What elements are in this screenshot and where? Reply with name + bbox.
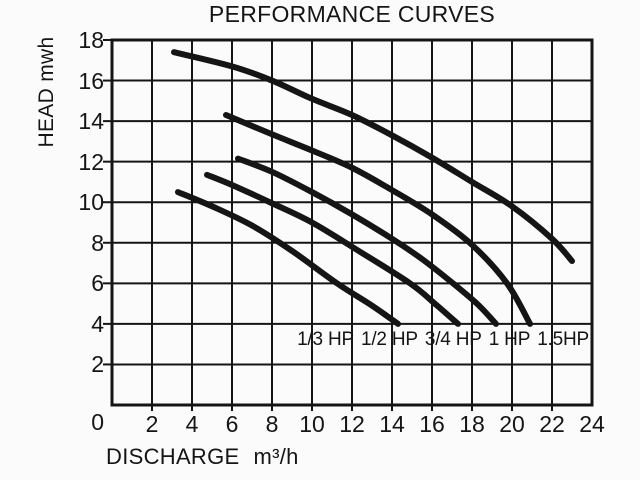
curve-label-3-4-hp: 3/4 HP [424, 329, 482, 350]
chart-title: PERFORMANCE CURVES [208, 1, 496, 27]
y-tick-label-16: 16 [78, 67, 104, 94]
curve-1-5hp [171, 49, 575, 265]
x-tick-label-10: 10 [299, 411, 325, 437]
x-axis-title: DISCHARGE m³/h [106, 444, 299, 470]
curve-3-4-hp [235, 155, 499, 327]
x-tick-label-24: 24 [579, 411, 605, 437]
curves-canvas [103, 38, 594, 411]
x-tick-label-12: 12 [339, 411, 365, 437]
y-tick-label-12: 12 [78, 148, 104, 175]
y-tick-label-8: 8 [91, 229, 104, 256]
y-tick-label-6: 6 [91, 270, 104, 297]
y-tick-label-18: 18 [78, 27, 104, 53]
curve-label-1-hp: 1 HP [488, 329, 531, 350]
x-tick-label-8: 8 [265, 411, 279, 437]
y-tick-label-0: 0 [91, 409, 104, 435]
x-tick-label-20: 20 [499, 411, 525, 437]
curve-label-1-5hp: 1.5HP [537, 329, 589, 350]
x-tick-label-18: 18 [459, 411, 485, 437]
plot-area: 1/3 HP 1/2 HP 3/4 HP 1 HP 1.5HP [103, 38, 594, 411]
curve-1-hp [223, 112, 533, 327]
curve-label-1-2-hp: 1/2 HP [360, 329, 418, 350]
x-tick-label-22: 22 [539, 411, 565, 437]
curve-1-2-hp [204, 171, 461, 327]
x-tick-label-16: 16 [419, 411, 445, 437]
x-tick-label-2: 2 [145, 411, 159, 437]
x-axis-unit: m³/h [253, 444, 299, 469]
curve-label-1-3-hp: 1/3 HP [297, 329, 354, 350]
x-tick-label-14: 14 [379, 411, 405, 437]
y-tick-label-10: 10 [78, 189, 104, 216]
curve-labels-row: 1/3 HP 1/2 HP 3/4 HP 1 HP 1.5HP [297, 329, 589, 351]
y-tick-label-2: 2 [91, 351, 104, 378]
y-tick-label-4: 4 [91, 310, 104, 337]
x-axis-title-text: DISCHARGE [106, 444, 240, 469]
y-tick-label-14: 14 [78, 108, 104, 135]
plot-border [110, 38, 594, 407]
curve-1-3-hp [175, 189, 401, 327]
x-tick-label-4: 4 [185, 411, 199, 437]
x-tick-label-6: 6 [225, 411, 239, 437]
